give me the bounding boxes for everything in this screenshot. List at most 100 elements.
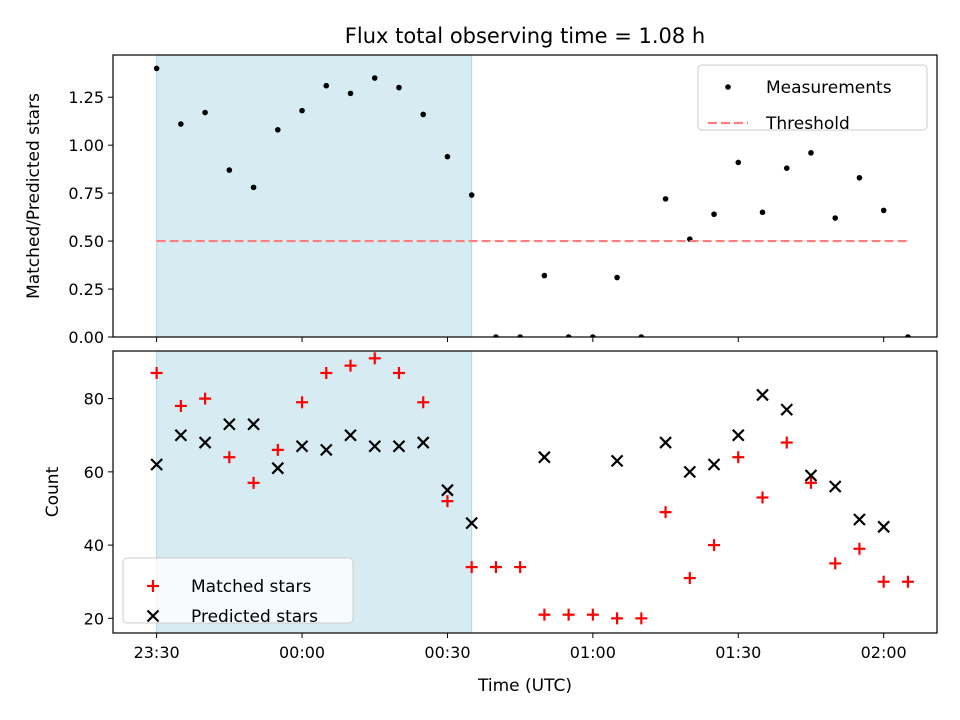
predicted-stars-point-5-b — [271, 461, 285, 475]
measurements-point-23 — [711, 211, 717, 218]
legend-key-predicted-stars-b — [146, 609, 160, 623]
predicted-stars-point-12 — [441, 483, 454, 497]
y-tick-label-top-4: 1.00 — [68, 136, 104, 155]
predicted-stars-point-24 — [853, 513, 866, 526]
predicted-stars-point-25-b — [877, 520, 890, 534]
predicted-stars-point-22 — [804, 469, 818, 482]
measurements-point-19 — [614, 274, 620, 281]
measurements-point-9 — [371, 75, 378, 81]
matched-stars-point-14 — [489, 561, 502, 574]
matched-stars-point-24 — [732, 451, 745, 464]
measurements-point-10 — [396, 84, 402, 91]
measurements-point-2 — [202, 109, 208, 116]
measurements-point-7 — [323, 82, 330, 89]
predicted-stars-point-11-b — [416, 436, 430, 449]
legend-label-predicted-stars: Predicted stars — [191, 607, 318, 627]
predicted-stars-point-19-b — [731, 428, 745, 442]
legend-bottom: Matched stars Predicted stars — [122, 557, 354, 627]
predicted-stars-point-19 — [731, 428, 745, 442]
data-bottom — [150, 352, 914, 625]
predicted-stars-point-8 — [344, 428, 357, 442]
predicted-stars-point-7 — [319, 443, 333, 457]
predicted-stars-point-6 — [295, 439, 309, 453]
matched-stars-point-26 — [780, 436, 793, 449]
matched-stars-point-30 — [877, 575, 890, 588]
measurements-point-4 — [250, 184, 257, 191]
predicted-stars-point-1 — [174, 428, 188, 442]
measurements-point-24 — [735, 159, 742, 166]
predicted-stars-point-9-b — [368, 439, 382, 453]
x-tick-label-0: 23:30 — [134, 643, 180, 662]
measurements-point-6 — [299, 107, 305, 114]
measurements-point-16 — [541, 272, 548, 279]
predicted-stars-point-12-b — [441, 483, 454, 497]
y-tick-label-bottom-1: 40 — [84, 536, 104, 555]
matched-stars-point-9 — [368, 352, 381, 365]
measurements-point-18 — [590, 334, 596, 337]
predicted-stars-point-5 — [271, 461, 285, 475]
predicted-stars-point-1-b — [174, 428, 188, 442]
matched-stars-point-20 — [635, 612, 648, 625]
legend-box-top — [697, 64, 928, 131]
matched-stars-point-17 — [562, 608, 575, 621]
predicted-stars-point-11 — [416, 436, 430, 449]
predicted-stars-point-14 — [538, 450, 551, 464]
measurements-point-27 — [808, 150, 814, 156]
measurements-point-20 — [638, 334, 645, 337]
matched-stars-point-1 — [174, 399, 187, 412]
matched-stars-point-6 — [296, 396, 309, 409]
matched-stars-point-4 — [247, 476, 260, 489]
measurements-point-21 — [662, 196, 669, 202]
predicted-stars-point-20-b — [756, 388, 769, 402]
legend-label-threshold: Threshold — [765, 114, 850, 134]
y-tick-label-top-5: 1.25 — [68, 88, 104, 107]
predicted-stars-point-4-b — [247, 417, 260, 431]
measurements-point-26 — [783, 165, 790, 171]
legend-box-bottom — [122, 557, 354, 624]
matched-stars-point-27 — [804, 476, 817, 489]
predicted-stars-point-22-b — [804, 469, 818, 482]
matched-stars-point-8 — [344, 359, 357, 372]
measurements-point-29 — [856, 174, 863, 181]
predicted-stars-point-15 — [610, 454, 624, 468]
matched-stars-point-28 — [829, 557, 842, 570]
predicted-stars-point-23-b — [828, 480, 842, 493]
matched-stars-point-22 — [683, 572, 696, 585]
x-tick-label-2: 00:30 — [424, 643, 470, 662]
matched-stars-point-0 — [150, 366, 163, 379]
predicted-stars-point-9 — [368, 439, 382, 453]
predicted-stars-point-8-b — [344, 428, 357, 442]
measurements-point-1 — [178, 121, 184, 127]
predicted-stars-point-2-b — [198, 436, 212, 449]
chart-title: Flux total observing time = 1.08 h — [345, 24, 705, 48]
x-tick-label-4: 01:30 — [715, 643, 761, 662]
measurements-point-14 — [493, 334, 499, 337]
legend-key-measurements — [725, 84, 731, 90]
predicted-stars-point-18-b — [707, 458, 721, 471]
predicted-stars-point-17 — [683, 465, 697, 479]
measurements-point-13 — [468, 192, 475, 198]
predicted-stars-point-6-b — [295, 439, 309, 453]
legend-top: Measurements Threshold — [697, 64, 928, 134]
y-tick-label-bottom-0: 20 — [84, 609, 104, 628]
predicted-stars-point-4 — [247, 417, 260, 431]
predicted-stars-point-0 — [150, 458, 163, 471]
data-top — [153, 65, 911, 337]
predicted-stars-point-7-b — [319, 443, 333, 457]
predicted-stars-point-21 — [780, 403, 794, 416]
measurements-point-11 — [420, 111, 427, 118]
top-panel: 0.00 0.25 0.50 0.75 1.00 1.25 Matched/Predicte… — [24, 54, 938, 347]
matched-stars-point-13 — [465, 561, 478, 574]
predicted-stars-point-2 — [198, 436, 212, 449]
predicted-stars-point-23 — [828, 480, 842, 493]
matched-stars-point-15 — [514, 561, 527, 574]
measurements-point-31 — [905, 334, 911, 337]
matched-stars-point-21 — [659, 506, 672, 519]
predicted-stars-point-17-b — [683, 465, 697, 479]
legend-key-predicted-stars — [146, 609, 160, 623]
axes-frame-bottom — [112, 350, 938, 634]
measurements-point-30 — [880, 207, 887, 214]
y-axis-label-bottom: Count — [43, 466, 63, 517]
bottom-panel: 20 40 60 80 23:30 00:00 00:30 01:00 01:30 02:00 Co… — [43, 350, 938, 662]
